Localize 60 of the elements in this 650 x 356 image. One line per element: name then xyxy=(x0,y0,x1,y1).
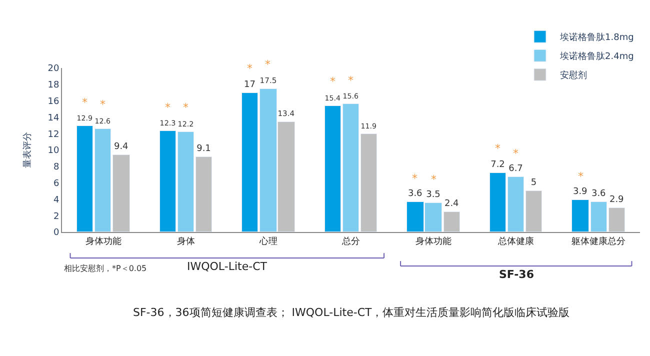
legend-label: 埃诺格鲁肽1.8mg xyxy=(559,32,634,44)
annotation: * xyxy=(513,147,519,160)
y-tick-label: 4 xyxy=(53,195,60,206)
y-tick-label: 2 xyxy=(53,212,60,222)
x-tick-label: 总体健康 xyxy=(497,236,534,247)
data-label: 17 xyxy=(244,80,256,90)
x-tick-label: 躯体健康总分 xyxy=(572,236,626,247)
x-tick-label: 心理 xyxy=(258,236,278,247)
data-label: 3.6 xyxy=(591,188,606,199)
text: 相比安慰剂，*P＜0.05 xyxy=(64,264,147,273)
y-tick-label: 20 xyxy=(48,64,60,74)
data-label: 11.9 xyxy=(360,121,377,130)
data-label: 9.4 xyxy=(114,142,129,152)
y-tick-label: 12 xyxy=(48,130,60,140)
data-label: 9.1 xyxy=(196,144,211,154)
annotation: * xyxy=(330,75,336,88)
annotation: * xyxy=(100,98,106,111)
annotation: * xyxy=(348,74,354,87)
data-label: 12.9 xyxy=(76,113,93,122)
annotation: * xyxy=(412,172,418,185)
data-label: 3.5 xyxy=(426,190,440,200)
y-tick-label: 6 xyxy=(53,178,60,189)
y-axis-title: 量表评分 xyxy=(22,132,34,168)
annotation: * xyxy=(183,101,189,114)
data-label: 12.2 xyxy=(178,119,194,128)
legend-label: 安慰剂 xyxy=(560,70,587,82)
data-label: 13.4 xyxy=(278,109,295,118)
data-label: 6.7 xyxy=(508,164,523,174)
data-label: 5 xyxy=(530,178,537,188)
y-tick-label: 8 xyxy=(53,162,60,173)
annotation: * xyxy=(578,170,584,183)
x-tick-label: 身体 xyxy=(176,236,195,247)
data-label: 15.6 xyxy=(342,91,360,100)
data-label: 3.6 xyxy=(408,188,423,199)
annotation: * xyxy=(82,96,88,109)
legend-label: 埃诺格鲁肽2.4mg xyxy=(559,51,634,62)
text: IWQOL-Lite-CT xyxy=(187,260,268,273)
y-tick-label: 10 xyxy=(48,146,60,156)
data-label: 17.5 xyxy=(260,76,277,86)
y-tick-label: 0 xyxy=(53,228,60,238)
data-label: 12.6 xyxy=(94,116,112,126)
annotation: * xyxy=(265,58,271,71)
annotation: * xyxy=(247,62,253,75)
data-label: 15.4 xyxy=(324,93,342,102)
y-tick-label: 18 xyxy=(48,80,60,91)
y-tick-label: 14 xyxy=(48,113,60,124)
x-tick-label: 总分 xyxy=(341,236,360,247)
annotation: * xyxy=(495,142,501,155)
data-label: 7.2 xyxy=(490,160,505,170)
x-tick-label: 身体功能 xyxy=(416,236,452,247)
y-tick-label: 16 xyxy=(48,96,60,107)
text: SF-36，36项简短健康调查表； IWQOL-Lite-CT，体重对生活质量影响简化版临床试验版 xyxy=(133,306,570,319)
text: SF-36 xyxy=(499,268,534,281)
annotation: * xyxy=(165,101,171,114)
x-tick-label: 身体功能 xyxy=(85,236,122,247)
annotation: * xyxy=(431,173,437,186)
data-label: 2.4 xyxy=(444,198,460,209)
data-label: 3.9 xyxy=(572,186,588,197)
data-label: 12.3 xyxy=(160,118,176,128)
data-label: 2.9 xyxy=(609,194,624,205)
